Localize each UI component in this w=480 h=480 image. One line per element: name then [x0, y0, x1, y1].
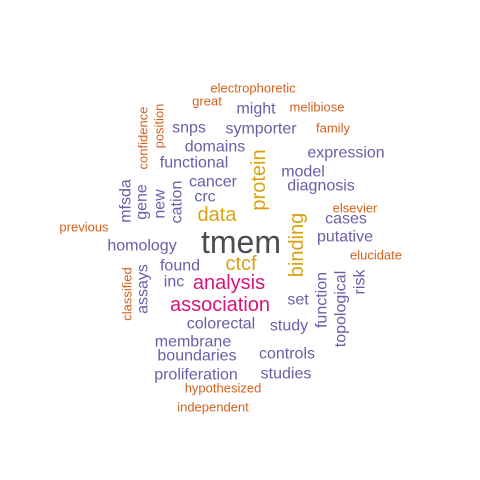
word-binding: binding — [286, 213, 308, 278]
word-controls: controls — [259, 346, 315, 363]
word-snps: snps — [172, 120, 206, 137]
word-crc: crc — [194, 189, 215, 206]
word-inc: inc — [164, 274, 184, 291]
word-data: data — [198, 204, 238, 226]
word-model: model — [281, 164, 325, 181]
word-previous: previous — [59, 220, 109, 235]
word-cases: cases — [325, 211, 367, 228]
word-diagnosis: diagnosis — [287, 178, 355, 195]
word-electrophoretic: electrophoretic — [210, 81, 296, 96]
word-found: found — [160, 258, 200, 275]
word-gene: gene — [134, 184, 151, 220]
word-elsevier: elsevier — [333, 201, 378, 216]
word-domains: domains — [185, 139, 245, 156]
word-functional: functional — [160, 155, 229, 172]
word-tmem: tmem — [201, 224, 281, 260]
word-study: study — [270, 318, 308, 335]
word-analysis: analysis — [193, 272, 265, 294]
word-boundaries: boundaries — [157, 348, 236, 365]
word-assays: assays — [135, 264, 152, 314]
word-studies: studies — [261, 366, 312, 383]
word-might: might — [236, 101, 276, 118]
word-great: great — [192, 94, 222, 109]
word-protein: protein — [248, 149, 270, 210]
word-colorectal: colorectal — [187, 316, 255, 333]
word-topological: topological — [333, 271, 350, 348]
word-family: family — [316, 121, 350, 136]
word-hypothesized: hypothesized — [185, 381, 262, 396]
word-function: function — [314, 272, 331, 328]
word-homology: homology — [107, 238, 176, 255]
word-elucidate: elucidate — [350, 248, 402, 263]
word-association: association — [170, 294, 270, 316]
word-membrane: membrane — [155, 334, 232, 351]
word-cancer: cancer — [189, 174, 238, 191]
word-classified: classified — [120, 267, 135, 320]
word-new: new — [152, 189, 169, 219]
word-independent: independent — [177, 400, 249, 415]
word-cation: cation — [169, 181, 186, 224]
word-set: set — [287, 292, 309, 309]
word-expression: expression — [307, 145, 384, 162]
word-confidence: confidence — [136, 107, 151, 170]
word-symporter: symporter — [225, 121, 297, 138]
word-position: position — [152, 104, 167, 149]
word-mfsda: mfsda — [118, 179, 135, 223]
word-ctcf: ctcf — [225, 253, 257, 275]
word-melibiose: melibiose — [290, 100, 345, 115]
word-risk: risk — [352, 269, 369, 295]
word-proliferation: proliferation — [154, 367, 238, 384]
word-putative: putative — [317, 229, 373, 246]
